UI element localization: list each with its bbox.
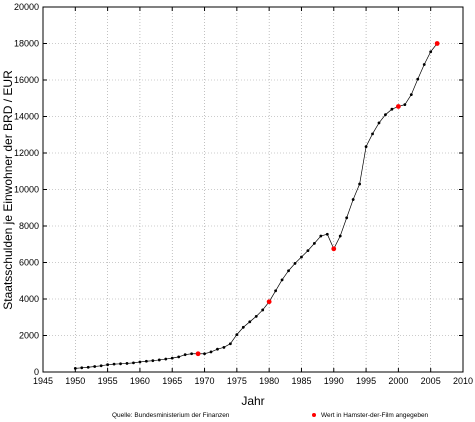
data-point	[416, 77, 420, 81]
data-point	[409, 93, 413, 96]
data-point	[338, 234, 342, 238]
y-tick-label: 18000	[14, 39, 39, 49]
data-point	[280, 278, 284, 282]
y-tick-label: 8000	[19, 221, 39, 231]
y-axis-title: Staatsschulden je Einwohner der BRD / EU…	[1, 70, 15, 310]
y-tick-label: 20000	[14, 2, 39, 12]
data-point	[306, 249, 310, 253]
y-tick-label: 12000	[14, 148, 39, 158]
data-point	[164, 357, 168, 361]
grid	[43, 7, 463, 372]
data-point	[170, 356, 174, 360]
data-point	[293, 262, 297, 265]
y-tick-label: 2000	[19, 331, 39, 341]
data-point	[351, 198, 355, 201]
data-point	[228, 342, 232, 346]
source-note: Quelle: Bundesministerium der Finanzen	[112, 412, 230, 419]
data-point	[345, 216, 349, 220]
x-tick-label: 1980	[259, 376, 279, 386]
data-point	[429, 50, 433, 54]
data-point	[422, 63, 426, 66]
y-tick-label: 14000	[14, 112, 39, 122]
x-tick-label: 2000	[388, 376, 408, 386]
x-tick-label: 1985	[291, 376, 311, 386]
data-point	[132, 361, 135, 365]
data-point	[358, 182, 362, 186]
data-point	[222, 345, 226, 349]
data-point	[151, 359, 155, 363]
data-point	[138, 360, 142, 364]
data-point	[73, 366, 77, 370]
x-tick-label: 2005	[421, 376, 441, 386]
data-point	[377, 121, 381, 125]
data-point	[99, 364, 103, 368]
data-point	[325, 232, 329, 236]
data-point	[384, 113, 387, 117]
x-tick-label: 1990	[324, 376, 344, 386]
data-point	[390, 107, 394, 111]
highlighted-data-point	[434, 41, 440, 46]
data-point	[112, 362, 116, 366]
data-point	[241, 325, 245, 329]
y-tick-label: 4000	[19, 294, 39, 304]
data-point	[300, 255, 303, 259]
data-point	[183, 353, 187, 357]
data-point	[248, 320, 252, 324]
y-tick-label: 6000	[19, 258, 39, 268]
data-point	[119, 362, 122, 366]
y-tick-label: 10000	[14, 185, 39, 195]
highlighted-data-point	[266, 299, 272, 305]
data-point	[80, 366, 84, 370]
highlighted-data-point	[395, 104, 401, 109]
data-point	[371, 132, 374, 136]
y-tick-label: 16000	[14, 75, 39, 85]
data-point	[144, 359, 148, 363]
highlighted-data-point	[331, 246, 337, 252]
data-point	[203, 352, 206, 356]
x-tick-label: 2010	[453, 376, 473, 386]
data-point	[287, 269, 290, 273]
data-point	[86, 365, 90, 369]
x-axis-title: Jahr	[241, 394, 264, 408]
x-tick-label: 1950	[65, 376, 85, 386]
data-point	[319, 234, 323, 238]
data-point	[125, 362, 129, 365]
x-tick-label: 1955	[98, 376, 118, 386]
data-point	[254, 314, 258, 318]
data-point	[177, 355, 181, 359]
highlighted-points	[195, 41, 440, 357]
y-tick-label: 0	[34, 367, 39, 377]
data-point	[216, 347, 219, 351]
data-point	[209, 350, 213, 354]
data-point	[261, 308, 265, 312]
legend-red-marker	[312, 413, 316, 417]
ticks: 1945 1950 1955 1960 1965 1970 1975 1980 1985 1990…	[14, 2, 473, 386]
data-point	[364, 145, 368, 149]
x-tick-label: 1975	[227, 376, 247, 386]
highlighted-data-point	[195, 351, 201, 357]
data-point	[190, 352, 194, 356]
x-tick-label: 1970	[195, 376, 215, 386]
x-tick-label: 1960	[130, 376, 150, 386]
x-tick-label: 1965	[162, 376, 182, 386]
data-point	[93, 365, 97, 368]
data-point	[403, 103, 407, 107]
data-point	[274, 289, 278, 293]
data-point	[106, 363, 110, 367]
data-point	[235, 333, 239, 336]
data-point	[312, 241, 316, 245]
x-tick-label: 1945	[33, 376, 53, 386]
legend-label: Wert in Hamster-der-Film angegeben	[321, 412, 429, 419]
x-tick-label: 1995	[356, 376, 376, 386]
data-point	[157, 358, 161, 362]
